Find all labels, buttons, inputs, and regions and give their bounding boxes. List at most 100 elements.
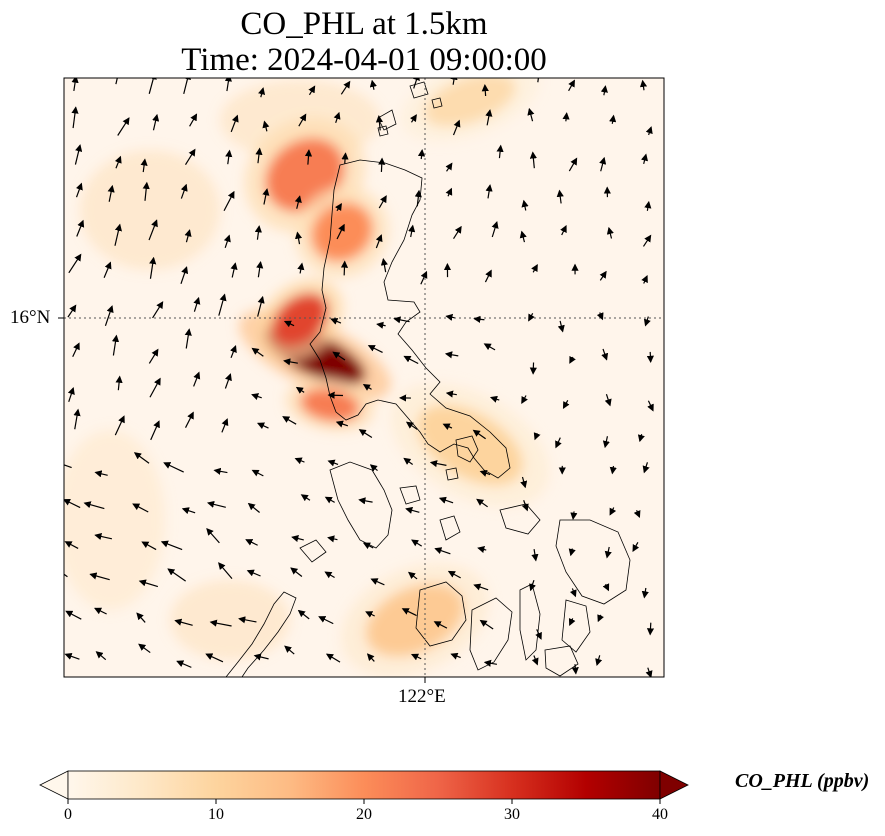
wind-arrow	[560, 224, 567, 236]
longitude-tick-label: 122°E	[398, 686, 446, 707]
wind-arrow	[420, 270, 428, 285]
wind-arrow	[291, 535, 304, 543]
wind-arrow	[597, 614, 604, 623]
coastlines	[225, 81, 631, 677]
wind-arrow	[298, 113, 307, 127]
wind-arrow	[136, 612, 146, 623]
wind-arrow	[645, 667, 653, 677]
wind-arrow	[115, 375, 123, 391]
wind-arrow	[413, 78, 420, 89]
wind-arrow	[433, 621, 448, 629]
wind-arrow	[141, 541, 157, 551]
wind-arrow	[297, 609, 310, 620]
wind-arrow	[444, 351, 459, 359]
wind-arrow	[223, 234, 231, 249]
wind-arrow	[609, 114, 617, 124]
wind-arrow	[300, 494, 311, 502]
wind-arrow	[152, 301, 164, 319]
wind-arrow	[445, 187, 453, 197]
wind-arrow	[257, 295, 265, 317]
wind-arrow	[570, 511, 578, 520]
latitude-tick-label: 16°N	[10, 307, 51, 328]
colorbar-tick-label: 20	[356, 806, 372, 823]
wind-arrow	[445, 313, 455, 321]
wind-arrow	[414, 189, 422, 207]
wind-arrow	[555, 437, 562, 449]
coastline-mindoro	[329, 461, 393, 549]
wind-arrow	[568, 548, 576, 557]
wind-arrow	[642, 234, 652, 247]
wind-arrow	[595, 655, 603, 667]
wind-arrow	[646, 622, 655, 636]
wind-arrow	[138, 643, 151, 654]
wind-arrow	[408, 224, 416, 238]
colorbar-extend-max	[659, 770, 689, 800]
wind-arrow	[284, 645, 295, 655]
wind-arrow	[290, 567, 303, 577]
wind-arrow	[442, 423, 453, 431]
wind-arrow	[429, 460, 447, 468]
coastline-islet-3	[445, 467, 459, 481]
wind-arrow	[639, 79, 648, 91]
wind-arrow	[528, 313, 535, 322]
wind-arrow	[142, 181, 150, 201]
wind-arrow	[72, 342, 80, 358]
wind-arrow	[103, 261, 112, 278]
gridlines	[64, 78, 664, 677]
wind-arrow	[176, 660, 192, 668]
wind-arrow	[140, 158, 148, 173]
wind-arrow	[152, 113, 160, 131]
wind-arrow	[238, 616, 257, 624]
wind-arrow	[604, 394, 612, 407]
wind-arrow	[213, 467, 228, 475]
wind-arrow	[568, 617, 576, 626]
wind-arrow	[94, 532, 113, 540]
wind-arrow	[148, 219, 158, 241]
wind-arrow	[189, 113, 198, 127]
wind-arrow	[642, 462, 650, 474]
wind-arrow	[230, 262, 238, 278]
wind-arrow	[206, 527, 220, 544]
wind-arrow	[643, 316, 651, 327]
wind-arrow	[447, 570, 461, 579]
wind-arrow	[174, 618, 193, 626]
wind-arrow	[247, 502, 260, 513]
wind-arrow	[410, 653, 422, 661]
wind-arrow	[483, 659, 498, 667]
wind-arrow	[67, 304, 77, 318]
wind-arrow	[223, 190, 235, 212]
wind-arrow	[117, 117, 130, 136]
wind-arrow	[637, 434, 645, 443]
wind-arrow	[324, 496, 335, 504]
wind-arrow	[375, 115, 384, 131]
wind-arrow	[606, 226, 614, 239]
wind-arrow	[609, 507, 617, 516]
wind-arrow	[193, 296, 201, 312]
wind-arrow	[647, 400, 654, 412]
wind-arrow	[107, 184, 115, 202]
coastline-leyte	[561, 599, 591, 653]
colorbar-label: CO_PHL (ppbv)	[735, 770, 870, 792]
coastline-catanduanes	[455, 435, 479, 463]
wind-arrow	[256, 422, 269, 430]
wind-arrow	[376, 321, 386, 329]
map-time-subtitle: Time: 2024-04-01 09:00:00	[181, 42, 547, 78]
wind-arrow	[64, 652, 80, 660]
wind-arrow	[184, 148, 196, 165]
wind-arrow	[163, 462, 184, 473]
wind-arrow	[180, 183, 188, 199]
wind-arrow	[253, 653, 269, 661]
coastline-masbate	[499, 503, 541, 535]
wind-arrow	[335, 202, 342, 212]
wind-arrow	[641, 275, 648, 284]
wind-arrow	[602, 436, 610, 449]
wind-arrow	[483, 343, 496, 351]
wind-arrow	[138, 579, 159, 588]
wind-arrow	[340, 80, 351, 95]
wind-arrow	[318, 616, 334, 625]
wind-arrow	[218, 293, 227, 316]
wind-arrow	[335, 420, 349, 428]
wind-arrow	[409, 114, 417, 123]
wind-arrow	[393, 316, 410, 324]
